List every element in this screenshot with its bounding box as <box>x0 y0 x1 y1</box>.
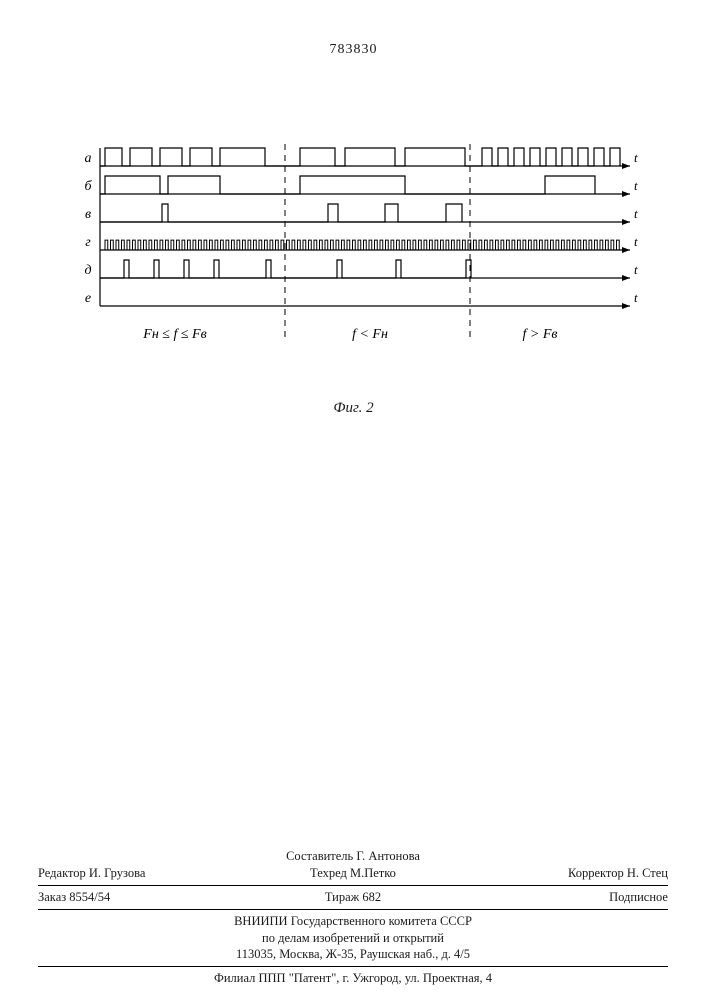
svg-text:t: t <box>634 206 638 221</box>
svg-text:е: е <box>85 291 91 306</box>
branch-line: Филиал ППП "Патент", г. Ужгород, ул. Про… <box>38 970 668 987</box>
doc-number: 783830 <box>0 42 707 58</box>
footer-block: Составитель Г. Антонова Редактор И. Груз… <box>38 848 668 987</box>
svg-text:t: t <box>634 290 638 305</box>
timing-svg: а t б t в t г t д t е t Fн ≤ f ≤ Fв f < Fн f > Fв <box>78 140 638 370</box>
timing-diagram: а t б t в t г t д t е t Fн ≤ f ≤ Fв f < Fн f > Fв <box>78 140 638 370</box>
svg-text:в: в <box>85 207 91 222</box>
footer-rule-3 <box>38 966 668 967</box>
svg-text:г: г <box>85 235 91 250</box>
svg-text:t: t <box>634 178 638 193</box>
svg-text:t: t <box>634 262 638 277</box>
figure-caption: Фиг. 2 <box>0 400 707 417</box>
org1-line: ВНИИПИ Государственного комитета СССР <box>38 913 668 930</box>
tirage-line: Тираж 682 <box>254 889 452 906</box>
svg-text:t: t <box>634 150 638 165</box>
subscription-line: Подписное <box>470 889 668 906</box>
svg-text:а: а <box>85 151 92 166</box>
svg-text:f < Fн: f < Fн <box>352 327 388 342</box>
svg-text:Fн ≤ f ≤ Fв: Fн ≤ f ≤ Fв <box>142 327 206 342</box>
compiler-line: Составитель Г. Антонова <box>38 848 668 865</box>
editor-line: Редактор И. Грузова <box>38 865 236 882</box>
order-line: Заказ 8554/54 <box>38 889 236 906</box>
svg-text:t: t <box>634 234 638 249</box>
svg-text:б: б <box>84 179 92 194</box>
svg-text:f > Fв: f > Fв <box>523 327 558 342</box>
techred-line: Техред М.Петко <box>254 865 452 882</box>
page-root: 783830 а t б t в t г t д t е t Fн ≤ f ≤ Fв f < Fн f > … <box>0 0 707 1000</box>
org2-line: по делам изобретений и открытий <box>38 930 668 947</box>
footer-rule-1 <box>38 885 668 886</box>
svg-text:д: д <box>84 263 91 278</box>
corrector-line: Корректор Н. Стец <box>470 865 668 882</box>
address-line: 113035, Москва, Ж-35, Раушская наб., д. … <box>38 946 668 963</box>
footer-rule-2 <box>38 909 668 910</box>
